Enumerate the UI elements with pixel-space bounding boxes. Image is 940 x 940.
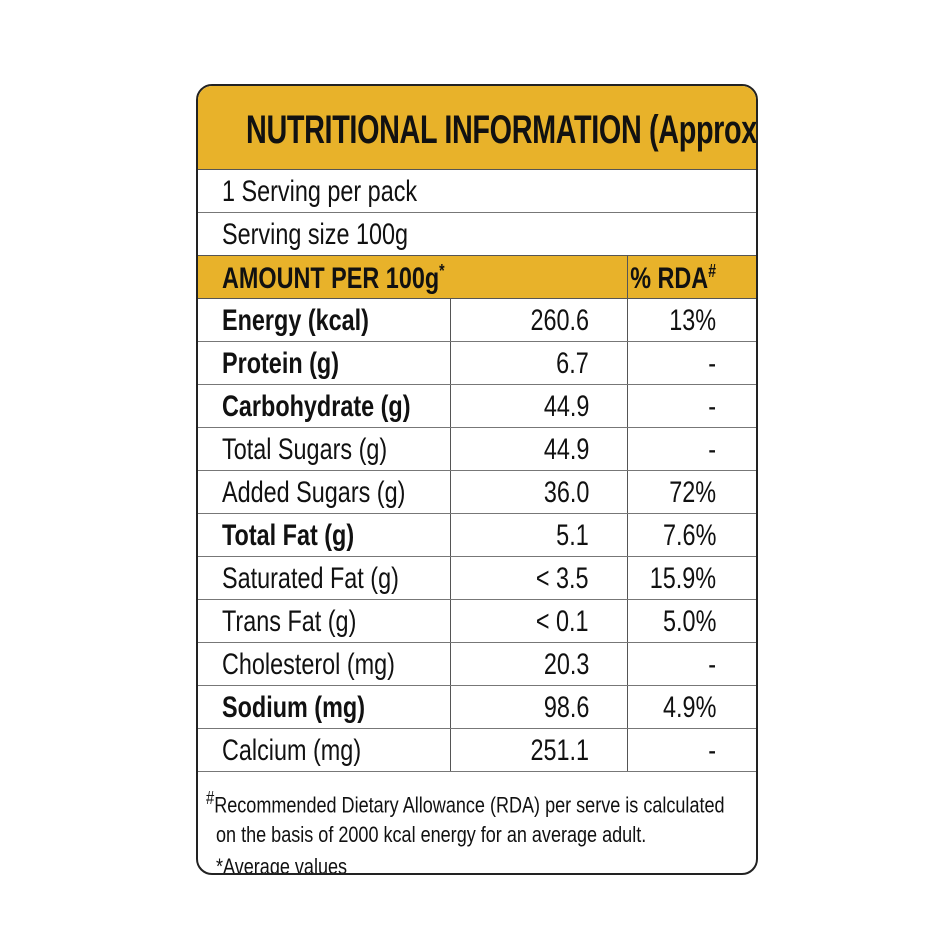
nutrient-rda: - bbox=[708, 433, 716, 466]
nutrient-rda: 5.0% bbox=[662, 605, 716, 638]
amount-header: AMOUNT PER 100g* bbox=[222, 261, 445, 295]
nutrient-value: 6.7 bbox=[556, 347, 589, 380]
table-row: Energy (kcal) 260.6 13% bbox=[198, 299, 756, 342]
nutrient-value: 98.6 bbox=[543, 691, 589, 724]
nutrient-name: Carbohydrate (g) bbox=[222, 390, 411, 423]
serving-size: Serving size 100g bbox=[222, 218, 409, 251]
nutrient-rda: - bbox=[708, 347, 716, 380]
title-bar: NUTRITIONAL INFORMATION (Approx) bbox=[198, 86, 756, 170]
serving-size-row: Serving size 100g bbox=[198, 213, 756, 256]
nutrient-value: 20.3 bbox=[543, 648, 589, 681]
nutrient-rda: - bbox=[708, 390, 716, 423]
nutrient-value: 44.9 bbox=[543, 390, 589, 423]
nutrient-name: Total Fat (g) bbox=[222, 519, 355, 552]
servings-row: 1 Serving per pack bbox=[198, 170, 756, 213]
table-row: Trans Fat (g) < 0.1 5.0% bbox=[198, 600, 756, 643]
nutrient-value: < 0.1 bbox=[536, 605, 589, 638]
nutrient-rows: Energy (kcal) 260.6 13% Protein (g) 6.7- Carb… bbox=[198, 299, 756, 772]
table-row: Total Sugars (g) 44.9 - bbox=[198, 428, 756, 471]
nutrient-name: Calcium (mg) bbox=[222, 734, 362, 767]
table-row: Added Sugars (g) 36.0 72% bbox=[198, 471, 756, 514]
nutrient-value: 5.1 bbox=[556, 519, 589, 552]
nutrient-name: Total Sugars (g) bbox=[222, 433, 388, 466]
label-title: NUTRITIONAL INFORMATION (Approx) bbox=[246, 108, 758, 152]
footnote-line-1: #Recommended Dietary Allowance (RDA) per… bbox=[206, 788, 725, 818]
nutrient-value: 251.1 bbox=[530, 734, 589, 767]
nutrition-label: NUTRITIONAL INFORMATION (Approx) 1 Servi… bbox=[196, 84, 758, 875]
table-row: Sodium (mg) 98.6 4.9% bbox=[198, 686, 756, 729]
footnote-line-2: on the basis of 2000 kcal energy for an … bbox=[216, 822, 647, 847]
nutrient-rda: - bbox=[708, 734, 716, 767]
table-row: Carbohydrate (g) 44.9 - bbox=[198, 385, 756, 428]
table-row: Protein (g) 6.7 - bbox=[198, 342, 756, 385]
nutrient-name: Saturated Fat (g) bbox=[222, 562, 399, 595]
nutrient-rda: - bbox=[708, 648, 716, 681]
table-row: Calcium (mg) 251.1 - bbox=[198, 729, 756, 772]
nutrient-rda: 13% bbox=[669, 304, 716, 337]
nutrient-value: 44.9 bbox=[543, 433, 589, 466]
nutrient-rda: 4.9% bbox=[662, 691, 716, 724]
nutrient-rda: 15.9% bbox=[649, 562, 716, 595]
nutrient-name: Trans Fat (g) bbox=[222, 605, 357, 638]
nutrient-name: Cholesterol (mg) bbox=[222, 648, 395, 681]
nutrient-rda: 72% bbox=[669, 476, 716, 509]
footnote: #Recommended Dietary Allowance (RDA) per… bbox=[198, 772, 756, 875]
table-header: AMOUNT PER 100g* % RDA# bbox=[198, 256, 756, 299]
footnote-line-3: *Average values bbox=[216, 854, 348, 875]
nutrient-name: Sodium (mg) bbox=[222, 691, 365, 724]
nutrient-name: Added Sugars (g) bbox=[222, 476, 406, 509]
table-row: Total Fat (g) 5.1 7.6% bbox=[198, 514, 756, 557]
servings-per-pack: 1 Serving per pack bbox=[222, 175, 418, 208]
nutrient-name: Protein (g) bbox=[222, 347, 339, 380]
nutrient-rda: 7.6% bbox=[662, 519, 716, 552]
nutrient-value: 36.0 bbox=[543, 476, 589, 509]
nutrient-name: Energy (kcal) bbox=[222, 304, 369, 337]
rda-header: % RDA# bbox=[630, 261, 716, 295]
nutrient-value: < 3.5 bbox=[536, 562, 589, 595]
nutrient-value: 260.6 bbox=[530, 304, 589, 337]
table-row: Saturated Fat (g) < 3.5 15.9% bbox=[198, 557, 756, 600]
table-row: Cholesterol (mg) 20.3 - bbox=[198, 643, 756, 686]
